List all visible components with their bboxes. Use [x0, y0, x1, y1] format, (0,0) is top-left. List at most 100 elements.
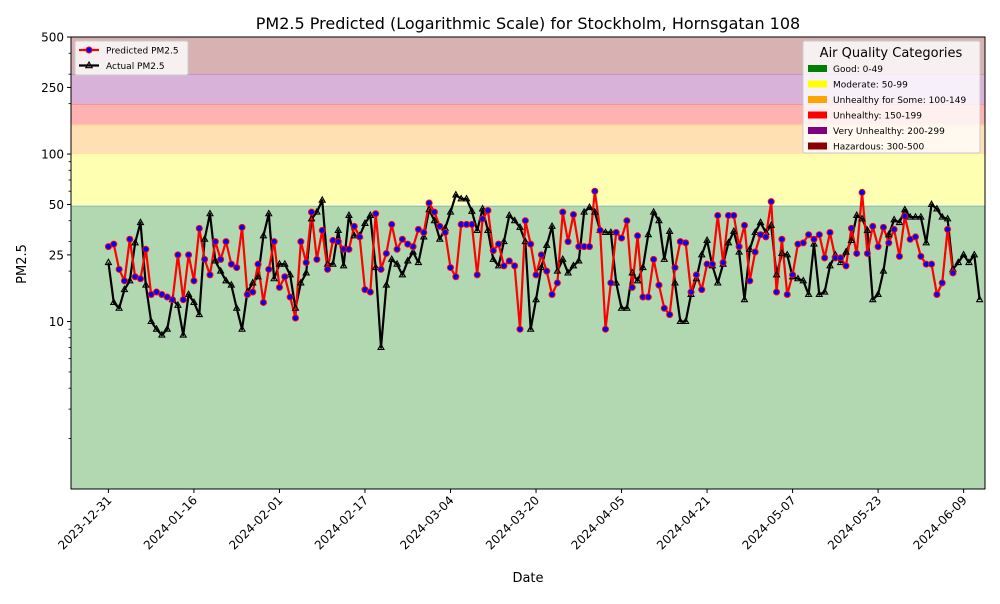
predicted-point-69	[473, 271, 481, 279]
predicted-point-91	[591, 187, 599, 195]
category-label-4: Very Unhealthy: 200-299	[833, 127, 945, 137]
actual-point-132	[810, 239, 818, 247]
predicted-point-133	[815, 231, 823, 239]
predicted-point-157	[944, 225, 952, 233]
actual-point-106	[671, 278, 679, 286]
actual-point-163	[975, 295, 984, 303]
actual-point-91	[590, 207, 599, 215]
predicted-point-131	[805, 231, 813, 239]
predicted-point-158	[949, 269, 957, 277]
actual-point-20	[211, 256, 220, 264]
actual-point-107	[676, 317, 685, 325]
actual-point-11	[163, 324, 172, 332]
predicted-point-73	[495, 240, 503, 248]
category-legend-title: Air Quality Categories	[820, 46, 963, 61]
predicted-point-46	[350, 222, 358, 230]
category-label-1: Moderate: 50-99	[833, 81, 908, 91]
actual-point-89	[580, 207, 589, 215]
series-legend: Predicted PM2.5 Actual PM2.5	[74, 40, 189, 76]
actual-point-105	[665, 227, 674, 234]
predicted-point-140	[853, 249, 861, 257]
predicted-point-85	[559, 208, 567, 216]
predicted-point-13	[174, 251, 182, 259]
predicted-point-38	[308, 208, 316, 216]
actual-point-62	[435, 234, 444, 242]
category-swatch-2	[808, 96, 827, 103]
x-tick-label-4: 2024-03-04	[397, 493, 456, 552]
x-tick-label-8: 2024-05-07	[739, 493, 798, 552]
predicted-point-124	[767, 198, 775, 206]
predicted-point-32	[275, 283, 283, 291]
actual-point-34	[286, 270, 295, 278]
y-tick-label-3: 100	[41, 148, 64, 162]
predicted-point-51	[377, 265, 385, 273]
predicted-point-97	[623, 217, 631, 225]
predicted-point-77	[516, 325, 524, 333]
actual-point-139	[847, 236, 856, 243]
predicted-point-58	[414, 225, 422, 233]
actual-point-142	[863, 225, 872, 233]
predicted-point-31	[270, 238, 278, 246]
actual-point-33	[280, 259, 289, 267]
x-tick-label-1: 2024-01-16	[141, 493, 200, 552]
y-tick-label-0: 10	[49, 315, 64, 329]
actual-point-27	[248, 278, 257, 286]
y-axis-label: PM2.5	[15, 244, 30, 284]
predicted-point-102	[650, 255, 658, 263]
predicted-point-53	[388, 220, 396, 228]
predicted-point-139	[847, 224, 855, 232]
actual-point-82	[542, 240, 551, 248]
y-tick-label-1: 25	[49, 248, 64, 262]
series-legend-label-0: Predicted PM2.5	[106, 47, 179, 57]
actual-point-6	[136, 218, 145, 226]
actual-point-131	[804, 290, 813, 298]
actual-point-74	[500, 237, 508, 245]
predicted-point-113	[708, 260, 716, 268]
predicted-point-137	[837, 254, 845, 262]
actual-point-151	[911, 212, 920, 220]
predicted-point-70	[479, 215, 487, 223]
predicted-point-92	[596, 226, 604, 234]
predicted-point-2	[115, 265, 123, 273]
predicted-point-52	[382, 249, 390, 257]
actual-point-108	[681, 317, 690, 325]
actual-point-56	[403, 256, 412, 264]
x-tick-label-2: 2024-02-01	[226, 493, 285, 552]
actual-point-104	[660, 254, 669, 262]
actual-point-28	[254, 272, 262, 280]
actual-point-57	[409, 247, 417, 255]
actual-point-66	[457, 194, 466, 202]
actual-point-111	[697, 250, 706, 258]
actual-point-94	[606, 228, 615, 236]
actual-point-103	[655, 216, 663, 224]
predicted-point-24	[233, 264, 241, 272]
predicted-point-135	[826, 229, 834, 237]
predicted-point-78	[521, 217, 529, 225]
aqi-band-1	[71, 154, 985, 205]
predicted-point-11	[163, 293, 171, 301]
actual-point-0	[104, 258, 113, 266]
predicted-point-87	[569, 211, 577, 219]
actual-point-159	[954, 258, 963, 266]
predicted-point-154	[928, 260, 936, 268]
actual-point-154	[927, 200, 936, 208]
actual-point-21	[216, 266, 225, 274]
category-swatch-5	[808, 142, 827, 150]
predicted-point-37	[302, 259, 310, 267]
actual-point-67	[462, 194, 471, 202]
actual-point-2	[115, 303, 124, 311]
actual-point-149	[900, 205, 909, 213]
actual-point-88	[574, 256, 583, 264]
predicted-point-30	[265, 265, 273, 273]
actual-point-5	[131, 238, 140, 246]
category-label-5: Hazardous: 300-500	[833, 143, 924, 153]
predicted-point-141	[858, 188, 866, 196]
x-tick-label-10: 2024-06-09	[911, 493, 970, 552]
actual-point-32	[275, 259, 284, 267]
actual-point-54	[393, 259, 401, 267]
actual-point-58	[414, 258, 423, 266]
actual-point-14	[179, 330, 188, 338]
x-tick-label-0: 2023-12-31	[55, 493, 114, 552]
actual-point-122	[756, 218, 765, 226]
actual-point-134	[820, 287, 829, 295]
